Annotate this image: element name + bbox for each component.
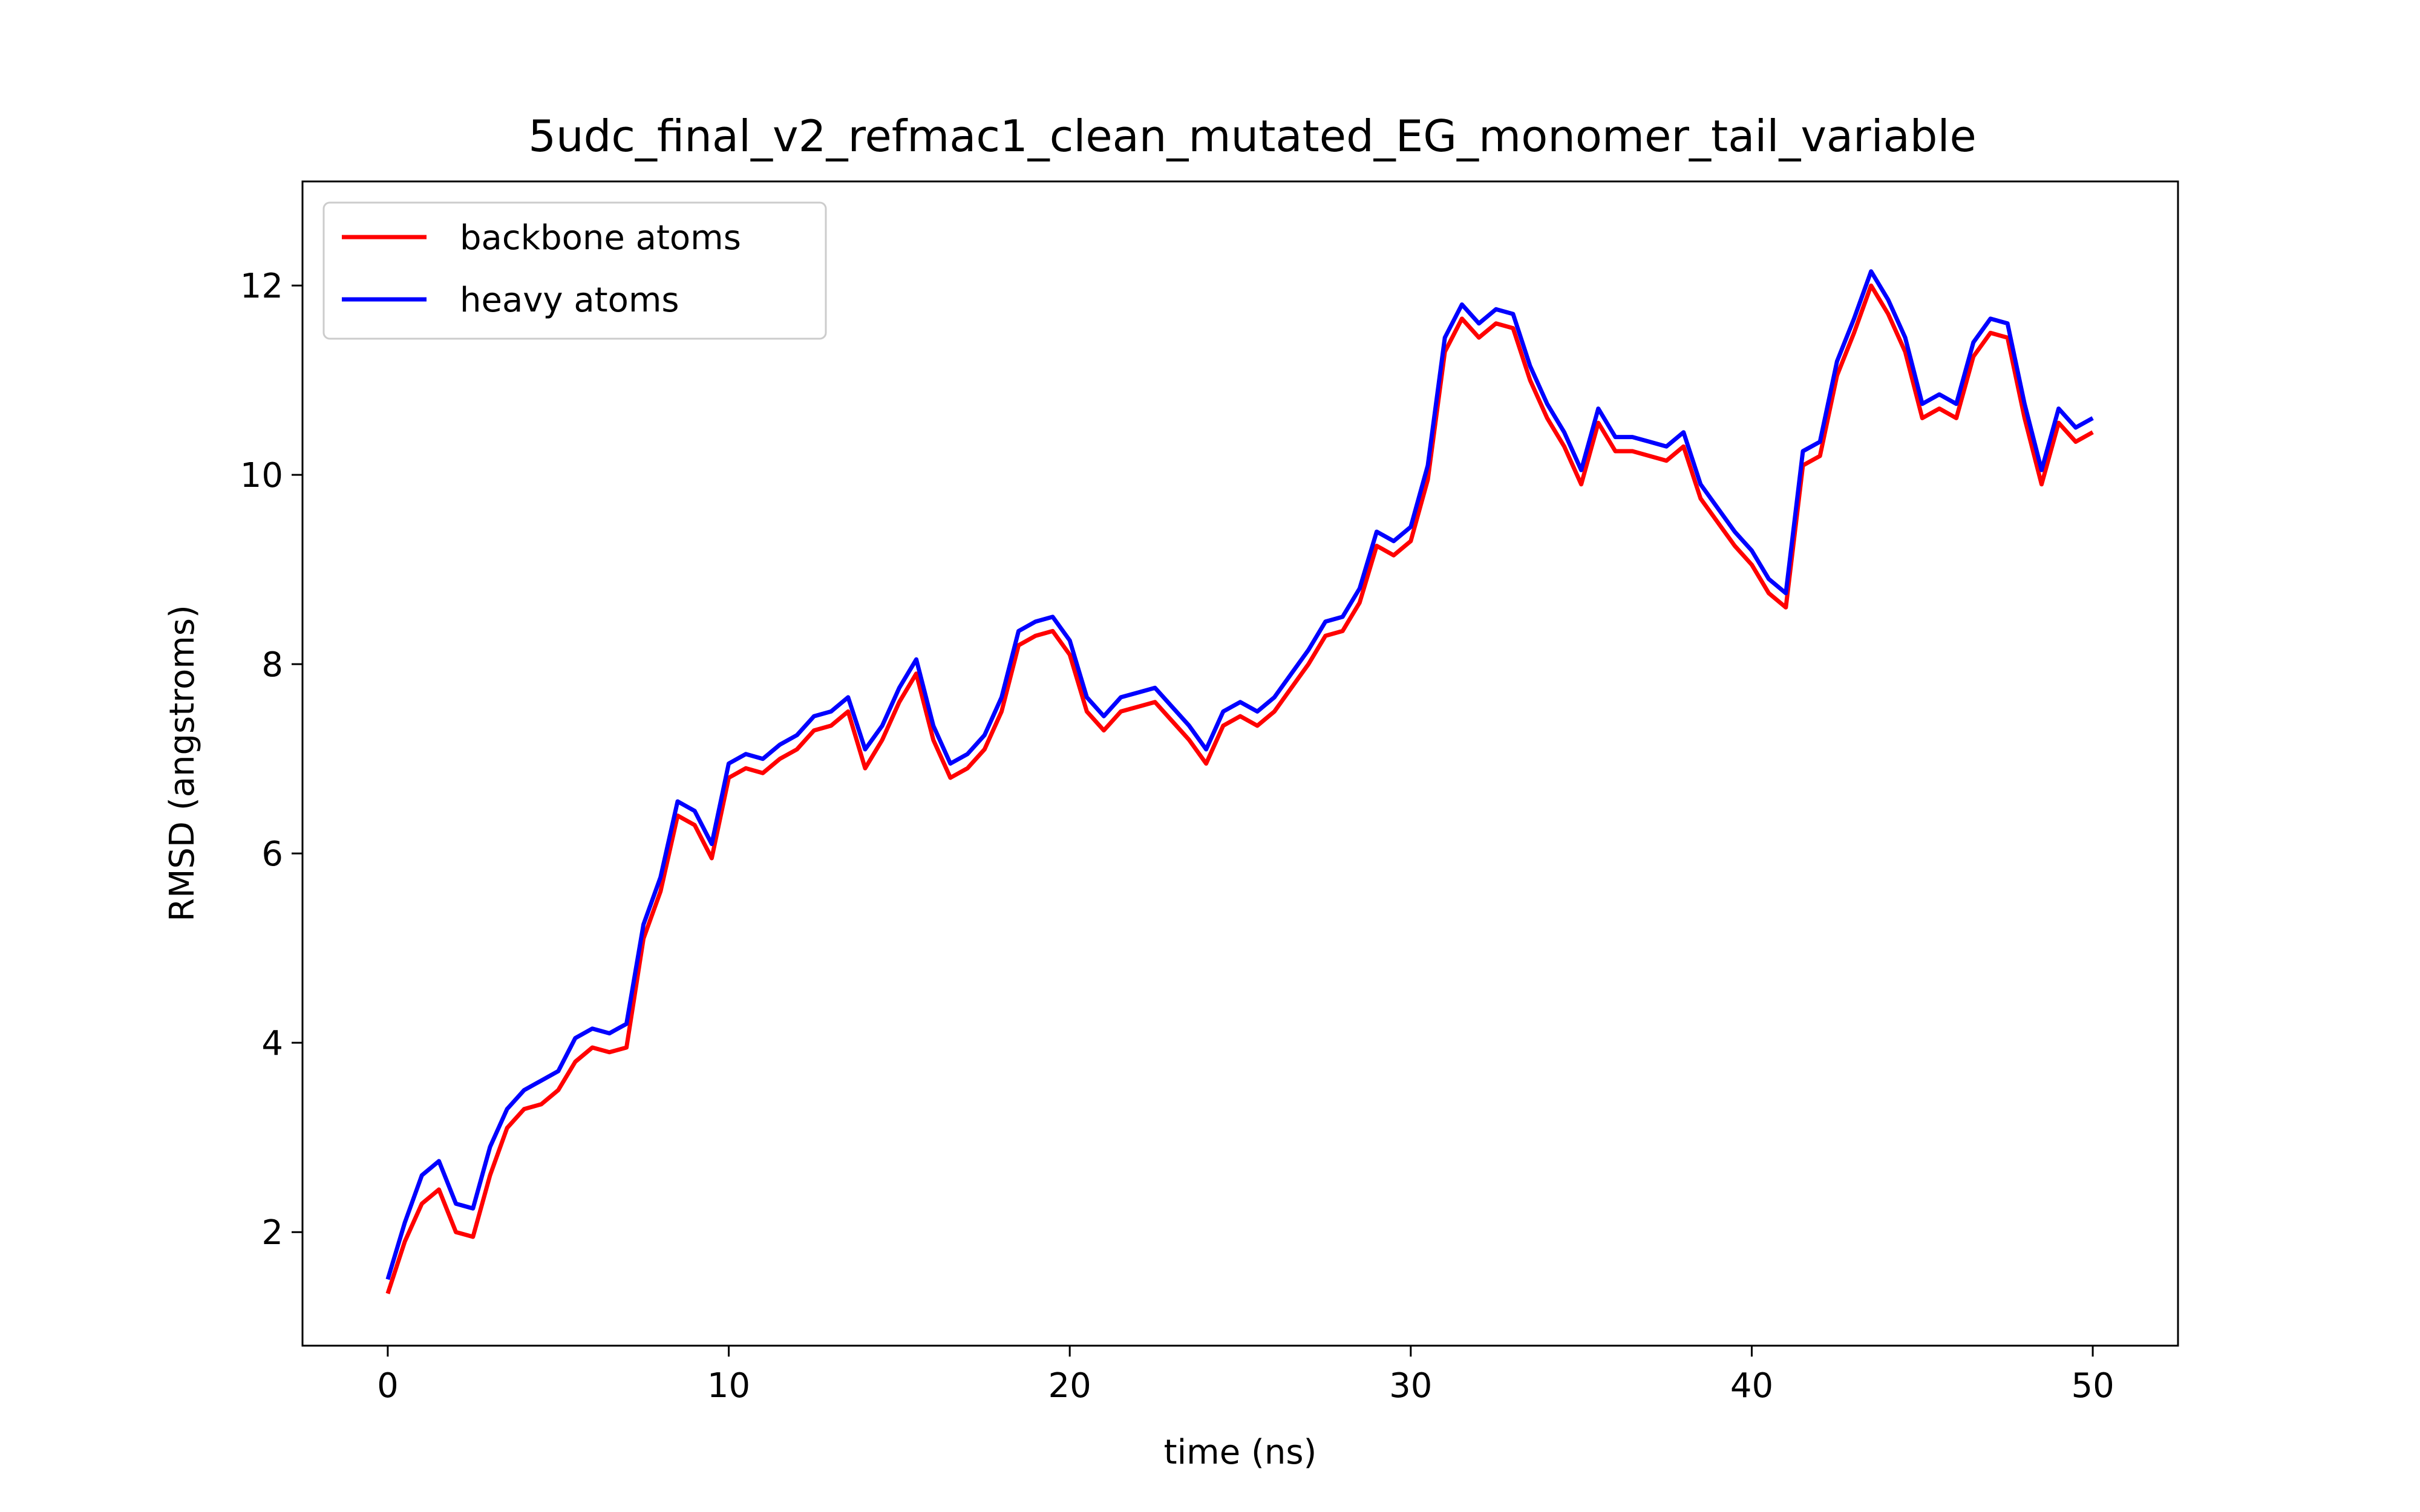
y-tick-label: 12 <box>240 267 283 306</box>
y-tick-label: 6 <box>261 835 283 874</box>
plot-area <box>301 180 2179 1347</box>
series-group <box>385 269 2094 1294</box>
x-tick-label: 0 <box>377 1366 399 1406</box>
y-tick-label: 2 <box>261 1213 283 1253</box>
x-tick-label: 30 <box>1389 1366 1432 1406</box>
x-axis: 0 10 20 30 40 50 <box>377 1346 2114 1406</box>
legend: backbone atoms heavy atoms <box>322 201 827 340</box>
x-axis-label: time (ns) <box>1164 1433 1317 1472</box>
chart-title: 5udc_final_v2_refmac1_clean_mutated_EG_m… <box>528 111 1977 161</box>
x-tick-label: 10 <box>707 1366 750 1406</box>
y-tick-label: 8 <box>261 645 283 685</box>
y-axis-label: RMSD (angstroms) <box>163 605 202 922</box>
series-line-backbone-atoms <box>385 283 2094 1294</box>
y-tick-label: 4 <box>261 1024 283 1063</box>
x-tick-label: 20 <box>1048 1366 1091 1406</box>
legend-label-heavy-atoms: heavy atoms <box>460 281 679 320</box>
legend-box <box>322 201 827 340</box>
x-tick-label: 40 <box>1730 1366 1773 1406</box>
plot-frame <box>301 180 2179 1347</box>
y-tick-label: 10 <box>240 456 283 495</box>
y-axis: 2 4 6 8 10 12 <box>240 267 302 1253</box>
legend-label-backbone-atoms: backbone atoms <box>460 218 741 258</box>
x-tick-label: 50 <box>2071 1366 2114 1406</box>
series-line-heavy-atoms <box>385 269 2094 1280</box>
